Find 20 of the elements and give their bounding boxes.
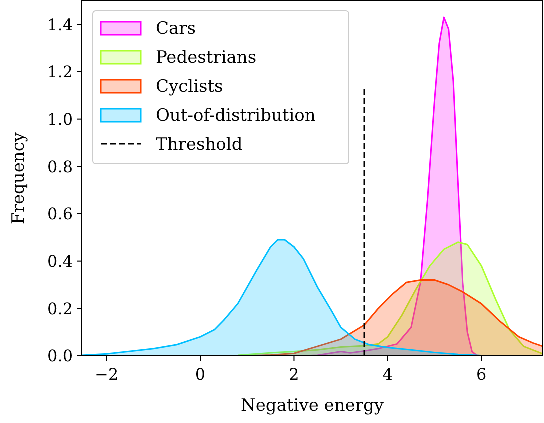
- x-tick-label: −2: [95, 365, 119, 384]
- y-axis-title: Frequency: [9, 132, 29, 224]
- y-tick-label: 0.4: [48, 252, 73, 271]
- legend-label: Pedestrians: [156, 48, 257, 68]
- y-tick-label: 0.6: [48, 204, 73, 224]
- y-tick-label: 0.0: [48, 346, 73, 366]
- y-tick-label: 0.8: [48, 157, 73, 176]
- legend-label: Cyclists: [156, 76, 224, 97]
- y-tick-label: 1.4: [48, 15, 73, 34]
- legend-label: Cars: [156, 18, 196, 39]
- y-tick-label: 1.0: [48, 110, 73, 129]
- y-tick-label: 1.2: [48, 62, 73, 82]
- x-tick-label: 0: [195, 365, 206, 384]
- x-axis-title: Negative energy: [241, 396, 384, 416]
- legend-label: Threshold: [156, 134, 243, 155]
- x-tick-label: 6: [476, 365, 487, 384]
- x-tick-label: 2: [289, 365, 300, 384]
- legend-label: Out-of-distribution: [156, 106, 316, 126]
- y-tick-label: 0.2: [48, 299, 73, 318]
- x-tick-label: 4: [382, 365, 394, 384]
